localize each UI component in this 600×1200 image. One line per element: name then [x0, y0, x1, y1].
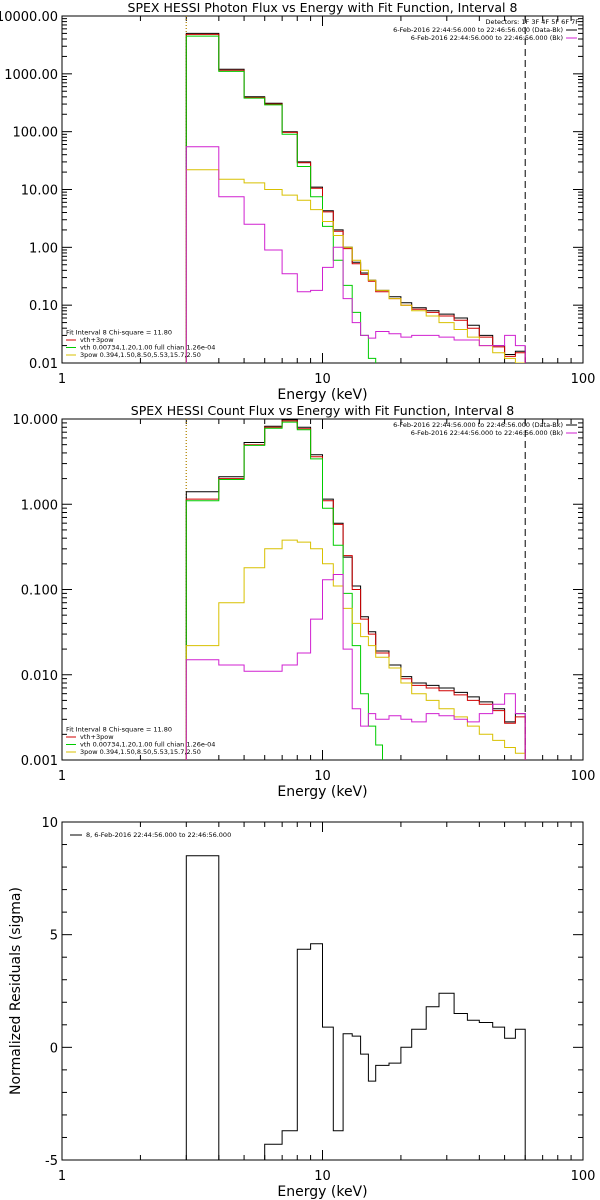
series-line-1 [185, 855, 526, 1160]
series-line-5 [185, 146, 526, 363]
y-tick-label: 1.00 [29, 241, 58, 256]
y-tick-label: -5 [45, 1154, 58, 1169]
y-tick-label: 0.10 [29, 299, 58, 314]
y-tick-label: 0.010 [21, 669, 58, 684]
y-tick-label: 10.00 [21, 184, 58, 199]
fit-legend-entry: vth+3pow [80, 733, 114, 741]
chart-2: SPEX HESSI Count Flux vs Energy with Fit… [13, 403, 596, 800]
y-tick-label: 1.000 [21, 498, 58, 513]
series-line-5 [185, 574, 526, 760]
x-tick-label: 100 [571, 1169, 596, 1184]
x-tick-label: 100 [571, 769, 596, 784]
x-tick-label: 10 [314, 769, 331, 784]
fit-legend-header: Fit Interval 8 Chi-square = 11.80 [66, 726, 172, 734]
legend-entry: 6-Feb-2016 22:44:56.000 to 22:46:56.000 … [411, 34, 563, 42]
y-tick-label: 10000.00 [0, 10, 58, 25]
y-tick-label: 1000.00 [4, 68, 58, 83]
chart-1: SPEX HESSI Photon Flux vs Energy with Fi… [0, 0, 595, 403]
x-tick-label: 10 [314, 1169, 331, 1184]
series-line-2 [185, 33, 526, 363]
series-line-1 [185, 32, 526, 363]
fit-legend-header: Fit Interval 8 Chi-square = 11.80 [66, 329, 172, 337]
chart-title: SPEX HESSI Photon Flux vs Energy with Fi… [128, 0, 518, 15]
series-line-3 [185, 35, 377, 363]
x-tick-label: 1 [58, 1169, 66, 1184]
legend-entry: 6-Feb-2016 22:44:56.000 to 22:46:56.000 … [411, 429, 563, 437]
chart-3: Energy (keV) Normalized Residuals (sigma)… [8, 816, 595, 1200]
y-tick-label: 10.000 [13, 413, 59, 428]
fit-legend-entry: vth 0.00734,1.20,1.00 full chian 1.26e-0… [80, 741, 215, 749]
y-tick-label: 0 [50, 1041, 58, 1056]
legend-header: Detectors: 1F 3F 4F 5F 6F 7F [485, 18, 579, 26]
series-line-3 [185, 421, 383, 760]
series-line-4 [185, 169, 526, 363]
y-tick-label: 5 [50, 929, 58, 944]
legend-entry: 6-Feb-2016 22:44:56.000 to 22:46:56.000 … [393, 421, 563, 429]
x-tick-label: 1 [58, 372, 66, 387]
y-tick-label: 0.01 [29, 357, 58, 372]
fit-legend-entry: vth 0.00734,1.20,1.00 full chian 1.26e-0… [80, 344, 215, 352]
y-tick-label: 0.001 [21, 754, 58, 769]
series-line-4 [185, 539, 544, 760]
y-tick-label: 0.100 [21, 584, 58, 599]
fit-legend-entry: vth+3pow [80, 336, 114, 344]
fit-legend-entry: 3pow 0.394,1.50,8.50,5.53,15.7,2.50 [80, 748, 201, 756]
x-axis-label: Energy (keV) [277, 1184, 367, 1200]
x-tick-label: 100 [571, 372, 596, 387]
x-axis-label: Energy (keV) [277, 784, 367, 800]
legend-entry: 6-Feb-2016 22:44:56.000 to 22:46:56.000 … [393, 26, 563, 34]
legend-entry: 8, 6-Feb-2016 22:44:56.000 to 22:46:56.0… [86, 831, 231, 839]
y-tick-label: 10 [41, 816, 58, 831]
fit-legend-entry: 3pow 0.394,1.50,8.50,5.53,15.7,2.50 [80, 351, 201, 359]
x-tick-label: 1 [58, 769, 66, 784]
x-tick-label: 10 [314, 372, 331, 387]
y-tick-label: 100.00 [13, 126, 59, 141]
x-axis-label: Energy (keV) [277, 387, 367, 403]
y-axis-label: Normalized Residuals (sigma) [8, 887, 24, 1095]
chart-title: SPEX HESSI Count Flux vs Energy with Fit… [131, 403, 514, 418]
